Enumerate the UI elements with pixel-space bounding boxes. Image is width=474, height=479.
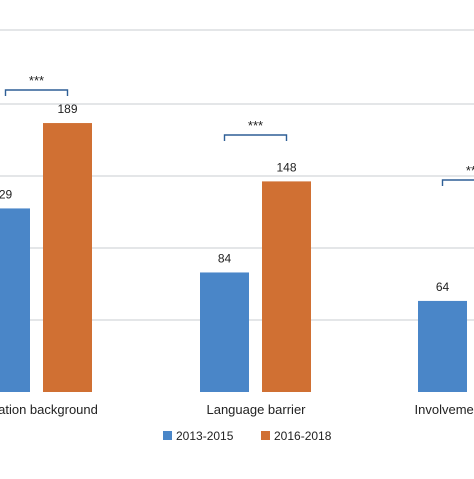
significance-bracket-1 [6,90,68,96]
significance-label-2: *** [248,118,263,133]
data-label-2-1: 189 [57,102,77,116]
category-label-2: Language barrier [206,402,306,417]
bar-1-2 [200,272,249,392]
category-label-3: Involvement o [415,402,474,417]
legend-swatch-1 [163,431,172,440]
data-label-1-1: 29 [0,187,12,201]
bars [0,123,467,392]
bar-1-3 [418,301,467,392]
category-label-1: ation background [0,402,98,417]
data-label-1-2: 84 [218,251,232,265]
data-label-1-3: 64 [436,280,450,294]
legend-swatch-2 [261,431,270,440]
bar-2-1 [43,123,92,392]
significance-label-1: *** [29,73,44,88]
significance-bracket-2 [225,135,287,141]
legend: 2013-2015 2016-2018 [163,429,332,443]
legend-label-1: 2013-2015 [176,429,234,443]
bar-2-2 [262,181,311,392]
data-label-2-2: 148 [276,160,296,174]
bar-1-1 [0,208,30,392]
significance-bracket-3 [443,180,474,186]
significance-label-3: *** [466,163,474,178]
category-labels: ation background Language barrier Involvem… [0,402,474,417]
legend-label-2: 2016-2018 [274,429,332,443]
